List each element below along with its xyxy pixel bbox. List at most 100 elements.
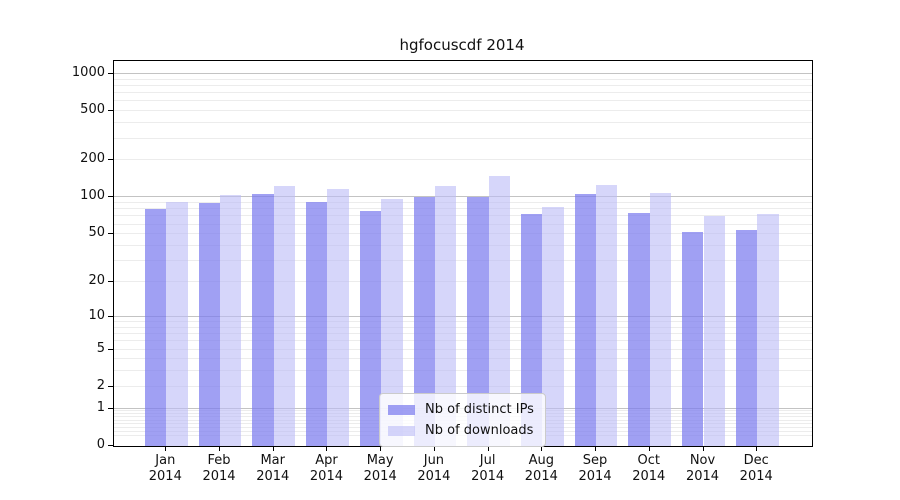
x-tick-label: Dec 2014: [739, 453, 773, 484]
bar-nb-of-distinct-ips-jul: [467, 196, 489, 446]
y-tick-label: 200: [80, 151, 105, 167]
x-tick-mark: [219, 446, 221, 451]
y-tick-label: 20: [88, 273, 105, 289]
minor-gridline: [114, 340, 812, 342]
bar-nb-of-distinct-ips-jan: [144, 208, 167, 446]
y-tick-label: 1: [96, 399, 105, 415]
y-tick-mark: [108, 315, 113, 317]
minor-gridline: [114, 100, 812, 102]
chart-title: hgfocuscdf 2014: [399, 36, 525, 54]
y-tick-label: 500: [80, 102, 105, 118]
bar-nb-of-distinct-ips-mar: [252, 193, 274, 446]
y-tick-label: 50: [88, 225, 105, 241]
minor-gridline: [114, 333, 812, 335]
major-gridline: [114, 72, 812, 74]
plot-area: Nb of distinct IPs Nb of downloads: [113, 60, 813, 447]
x-tick-mark: [380, 446, 382, 451]
bar-nb-of-distinct-ips-sep: [574, 193, 597, 446]
x-tick-label: Feb 2014: [202, 453, 236, 484]
minor-gridline: [114, 245, 812, 247]
y-tick-label: 0: [96, 437, 105, 452]
y-tick-label: 5: [96, 340, 105, 356]
bar-nb-of-downloads-jan: [166, 201, 188, 446]
x-tick-label: Oct 2014: [632, 453, 666, 484]
x-tick-mark: [648, 446, 650, 451]
legend-swatch-downloads: [388, 425, 415, 436]
y-tick-label: 10: [88, 307, 105, 323]
minor-gridline: [114, 233, 812, 235]
bar-nb-of-distinct-ips-oct: [628, 212, 650, 446]
bar-nb-of-distinct-ips-dec: [735, 230, 758, 446]
minor-gridline: [114, 260, 812, 262]
bar-nb-of-distinct-ips-nov: [682, 232, 704, 446]
minor-gridline: [114, 281, 812, 283]
minor-gridline: [114, 159, 812, 161]
x-tick-mark: [595, 446, 597, 451]
x-tick-mark: [272, 446, 274, 451]
x-tick-mark: [756, 446, 758, 451]
minor-gridline: [114, 92, 812, 94]
minor-gridline: [114, 84, 812, 86]
x-tick-mark: [702, 446, 704, 451]
minor-gridline: [114, 321, 812, 322]
x-tick-label: Jun 2014: [417, 453, 451, 484]
bar-nb-of-downloads-may: [381, 199, 403, 446]
bar-nb-of-downloads-dec: [757, 213, 779, 446]
y-tick-label: 1000: [71, 64, 105, 80]
bar-nb-of-downloads-mar: [273, 185, 296, 446]
y-tick-mark: [108, 72, 113, 74]
x-tick-label: Nov 2014: [685, 453, 720, 484]
y-tick-mark: [108, 281, 113, 283]
bar-nb-of-distinct-ips-apr: [306, 201, 328, 446]
bar-nb-of-downloads-nov: [703, 215, 725, 446]
x-tick-label: Aug 2014: [524, 453, 558, 484]
bar-nb-of-downloads-feb: [220, 195, 242, 446]
minor-gridline: [114, 122, 812, 124]
x-tick-mark: [165, 446, 167, 451]
x-tick-label: Jan 2014: [148, 453, 182, 484]
minor-gridline: [114, 358, 812, 360]
legend-label-distinct-ips: Nb of distinct IPs: [425, 402, 534, 417]
y-tick-mark: [108, 110, 113, 112]
bar-nb-of-distinct-ips-jun: [413, 197, 435, 446]
bar-nb-of-distinct-ips-may: [359, 210, 382, 446]
bar-nb-of-downloads-jun: [434, 185, 457, 446]
minor-gridline: [114, 385, 812, 387]
x-tick-label: Jul 2014: [471, 453, 505, 484]
minor-gridline: [114, 208, 812, 210]
minor-gridline: [114, 223, 812, 225]
bar-nb-of-distinct-ips-aug: [520, 213, 543, 446]
x-tick-mark: [541, 446, 543, 451]
major-gridline: [114, 196, 812, 198]
bar-nb-of-downloads-sep: [596, 185, 618, 446]
x-tick-mark: [433, 446, 435, 451]
y-tick-mark: [108, 159, 113, 161]
x-tick-label: Sep 2014: [578, 453, 612, 484]
bar-nb-of-downloads-jul: [488, 176, 510, 446]
legend-item-downloads: Nb of downloads: [388, 420, 534, 441]
minor-gridline: [114, 370, 812, 372]
x-tick-label: May 2014: [363, 453, 397, 484]
y-tick-mark: [108, 196, 113, 198]
bar-nb-of-distinct-ips-feb: [198, 202, 220, 446]
y-tick-label: 2: [96, 377, 105, 393]
x-tick-label: Mar 2014: [256, 453, 290, 484]
minor-gridline: [114, 137, 812, 139]
y-tick-mark: [108, 385, 113, 387]
bar-nb-of-downloads-oct: [649, 193, 672, 446]
minor-gridline: [114, 110, 812, 112]
legend: Nb of distinct IPs Nb of downloads: [379, 393, 546, 447]
legend-item-distinct-ips: Nb of distinct IPs: [388, 399, 534, 420]
y-tick-mark: [108, 407, 113, 409]
legend-swatch-distinct-ips: [388, 404, 415, 415]
y-tick-mark: [108, 445, 113, 446]
minor-gridline: [114, 348, 812, 350]
bar-nb-of-downloads-aug: [542, 206, 564, 446]
minor-gridline: [114, 326, 812, 328]
x-tick-mark: [326, 446, 328, 451]
major-gridline: [114, 315, 812, 317]
y-tick-mark: [108, 233, 113, 235]
legend-label-downloads: Nb of downloads: [425, 423, 534, 438]
bar-nb-of-downloads-apr: [327, 188, 349, 446]
